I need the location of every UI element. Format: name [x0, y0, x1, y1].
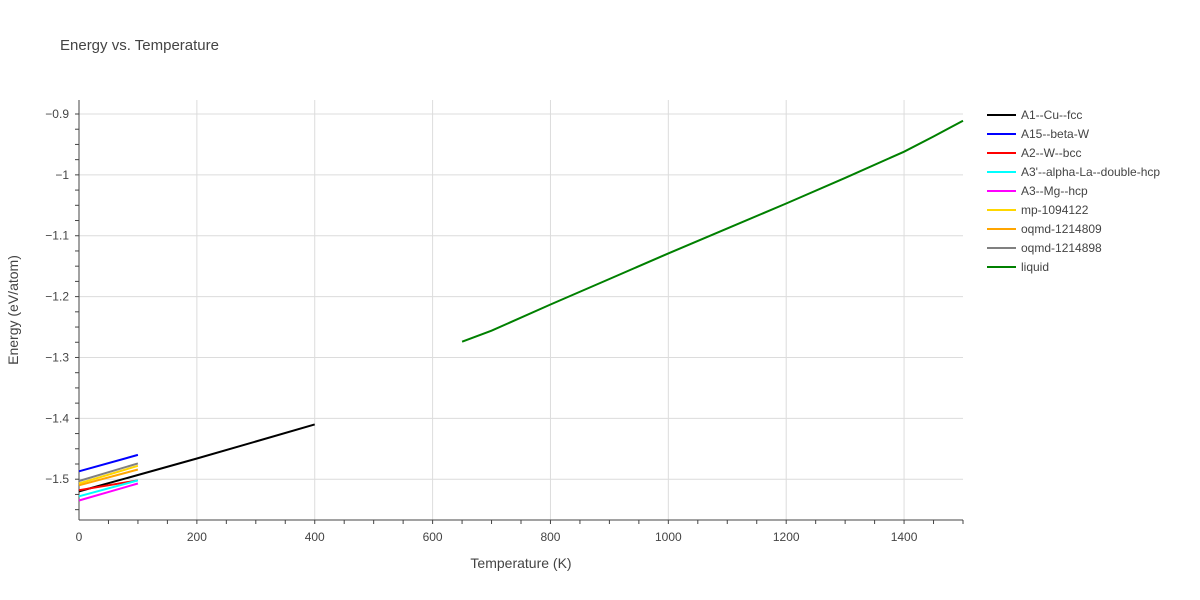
series-line-a1-cu-fcc — [78, 423, 315, 493]
y-tick-label: −1.1 — [45, 229, 69, 243]
legend-item[interactable]: liquid — [987, 260, 1049, 274]
series-line-a3-alpha-la-double-hcp — [78, 479, 139, 498]
legend-label: A3'--alpha-La--double-hcp — [1021, 165, 1160, 179]
y-tick-label: −1 — [55, 168, 69, 182]
legend-label: A15--beta-W — [1021, 127, 1090, 141]
legend-label: A3--Mg--hcp — [1021, 184, 1088, 198]
legend-item[interactable]: A3'--alpha-La--double-hcp — [987, 165, 1160, 179]
x-tick-label: 400 — [305, 530, 325, 544]
x-tick-label: 1200 — [773, 530, 800, 544]
legend-label: liquid — [1021, 260, 1049, 274]
y-tick-label: −1.3 — [45, 350, 69, 364]
legend-item[interactable]: oqmd-1214898 — [987, 241, 1102, 255]
series-line-liquid — [461, 119, 964, 343]
x-tick-label: 0 — [76, 530, 83, 544]
y-tick-label: −1.2 — [45, 290, 69, 304]
legend-label: A2--W--bcc — [1021, 146, 1081, 160]
x-tick-label: 200 — [187, 530, 207, 544]
chart-title: Energy vs. Temperature — [60, 37, 219, 54]
x-tick-label: 600 — [423, 530, 443, 544]
series-line-oqmd-1214809 — [78, 468, 139, 487]
legend-label: A1--Cu--fcc — [1021, 108, 1082, 122]
legend: A1--Cu--fcc A15--beta-W A2--W--bcc A3'--alp… — [987, 108, 1160, 274]
legend-item[interactable]: A3--Mg--hcp — [987, 184, 1088, 198]
x-tick-label: 800 — [540, 530, 560, 544]
x-axis-title: Temperature (K) — [470, 555, 571, 571]
legend-item[interactable]: A1--Cu--fcc — [987, 108, 1082, 122]
series-line-a15-beta-w — [78, 453, 139, 473]
legend-item[interactable]: oqmd-1214809 — [987, 222, 1102, 236]
legend-item[interactable]: A15--beta-W — [987, 127, 1090, 141]
y-tick-label: −1.5 — [45, 472, 69, 486]
legend-item[interactable]: mp-1094122 — [987, 203, 1089, 217]
y-tick-label: −0.9 — [45, 107, 69, 121]
y-axis-title: Energy (eV/atom) — [5, 255, 21, 365]
series-line-oqmd-1214898 — [78, 462, 139, 482]
series-line-mp-1094122 — [78, 464, 139, 485]
x-tick-label: 1000 — [655, 530, 682, 544]
series-line-a3-mg-hcp — [78, 482, 139, 502]
x-tick-label: 1400 — [891, 530, 918, 544]
legend-label: oqmd-1214809 — [1021, 222, 1102, 236]
legend-item[interactable]: A2--W--bcc — [987, 146, 1081, 160]
legend-label: oqmd-1214898 — [1021, 241, 1102, 255]
gridlines — [79, 100, 963, 520]
series-lines — [78, 119, 964, 502]
axes: 0 200 400 600 800 1000 1200 1400 −1.5 −1.4 −1.3 −1.… — [45, 100, 964, 544]
y-tick-label: −1.4 — [45, 411, 69, 425]
legend-label: mp-1094122 — [1021, 203, 1089, 217]
